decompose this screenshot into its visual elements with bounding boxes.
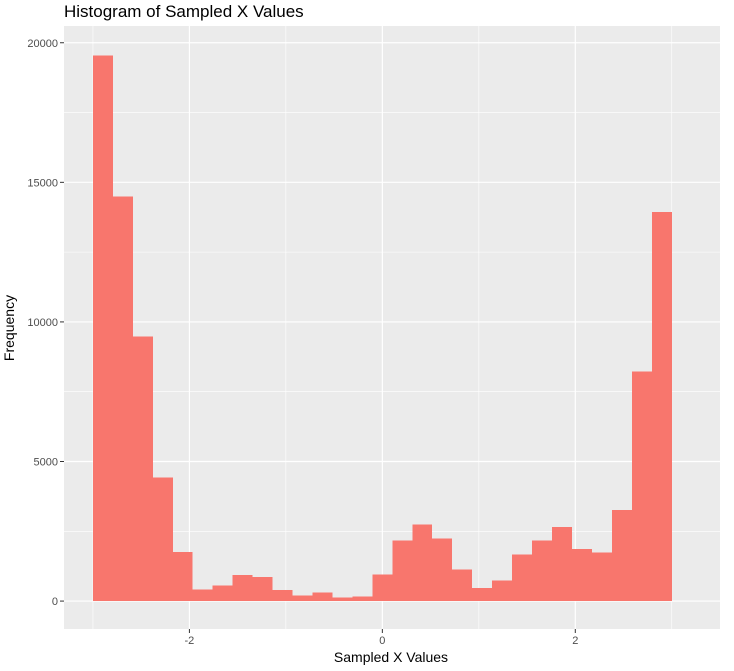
- y-tick-label: 20000: [27, 38, 58, 50]
- histogram-bar: [272, 590, 293, 602]
- histogram-bar: [332, 597, 353, 602]
- histogram-bar: [312, 592, 333, 602]
- histogram-bar: [212, 585, 233, 602]
- histogram-bar: [472, 588, 493, 602]
- x-axis: -2 0 2: [185, 629, 578, 647]
- y-tick-label: 15000: [27, 177, 58, 189]
- histogram-bar: [591, 552, 612, 602]
- histogram-bar: [392, 540, 413, 602]
- histogram-bars: [92, 55, 672, 602]
- x-tick-label: 0: [379, 635, 385, 647]
- y-tick-label: 0: [52, 596, 58, 608]
- histogram-bar: [92, 55, 113, 602]
- histogram-bar: [152, 477, 173, 602]
- y-axis: 0 5000 10000 15000 20000: [27, 38, 64, 608]
- y-axis-title: Frequency: [1, 295, 17, 361]
- chart-title: Histogram of Sampled X Values: [64, 2, 304, 21]
- histogram-bar: [651, 212, 672, 602]
- histogram-bar: [192, 589, 213, 602]
- y-tick-label: 10000: [27, 317, 58, 329]
- x-tick-label: 2: [572, 635, 578, 647]
- histogram-bar: [252, 577, 273, 602]
- histogram-bar: [492, 580, 513, 602]
- histogram-bar: [112, 196, 133, 602]
- plot-panel: [64, 26, 720, 629]
- histogram-bar: [232, 575, 253, 602]
- x-axis-title: Sampled X Values: [334, 649, 448, 665]
- minor-gridlines: [64, 26, 720, 629]
- histogram-bar: [552, 527, 573, 602]
- histogram-bar: [631, 371, 652, 602]
- histogram-bar: [172, 552, 193, 602]
- histogram-bar: [372, 574, 393, 602]
- histogram-bar: [512, 554, 533, 602]
- histogram-bar: [572, 549, 592, 602]
- histogram-bar: [412, 524, 433, 602]
- x-tick-label: -2: [185, 635, 195, 647]
- histogram-bar: [532, 540, 553, 602]
- histogram-bar: [292, 595, 313, 602]
- histogram-bar: [452, 569, 473, 602]
- histogram-bar: [611, 510, 632, 602]
- histogram-bar: [352, 596, 373, 602]
- histogram-bar: [132, 336, 153, 602]
- y-tick-label: 5000: [34, 457, 58, 469]
- histogram-bar: [432, 538, 453, 602]
